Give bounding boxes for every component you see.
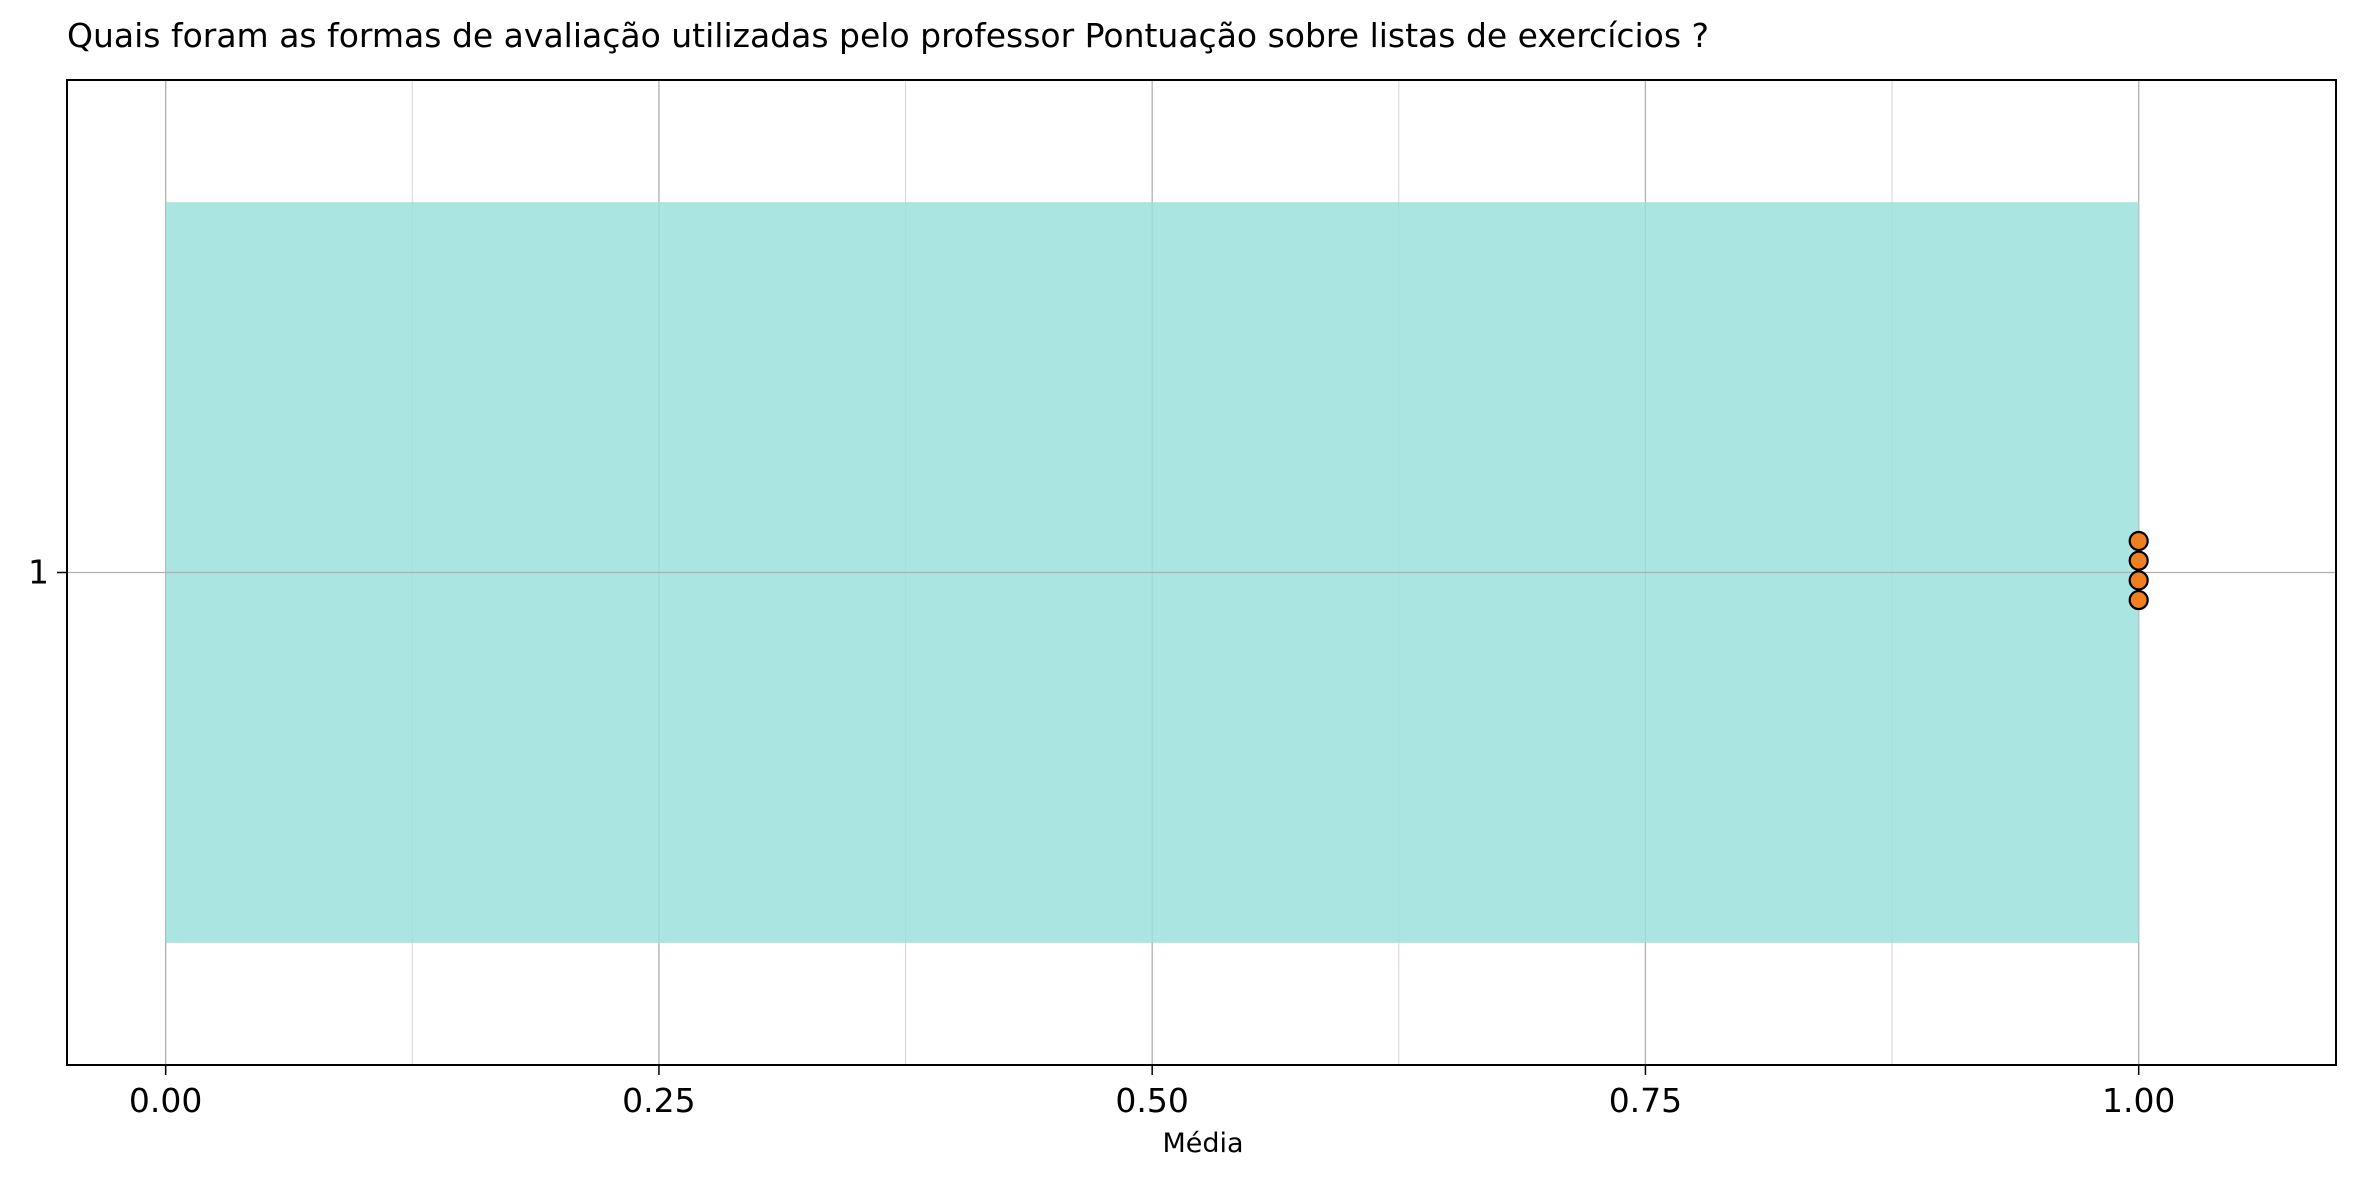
x-ticks: 0.00 0.25 0.50 0.75 1.00 bbox=[129, 1065, 2175, 1120]
x-tick-label-0: 0.00 bbox=[129, 1081, 202, 1120]
x-tick-label-4: 1.00 bbox=[2102, 1081, 2175, 1120]
x-axis-label: Média bbox=[1162, 1128, 1243, 1159]
data-point-0 bbox=[2128, 530, 2149, 552]
chart-title: Quais foram as formas de avaliação utili… bbox=[67, 16, 1709, 55]
data-point-3 bbox=[2128, 589, 2149, 611]
data-point-1 bbox=[2128, 550, 2149, 571]
x-tick-label-2: 0.50 bbox=[1115, 1081, 1188, 1120]
y-tick-label-1: 1 bbox=[28, 553, 49, 592]
data-point-2 bbox=[2128, 570, 2149, 591]
y-ticks: 1 bbox=[28, 553, 67, 592]
x-tick-label-1: 0.25 bbox=[622, 1081, 695, 1120]
data-points bbox=[2128, 530, 2149, 611]
x-tick-label-3: 0.75 bbox=[1609, 1081, 1682, 1120]
